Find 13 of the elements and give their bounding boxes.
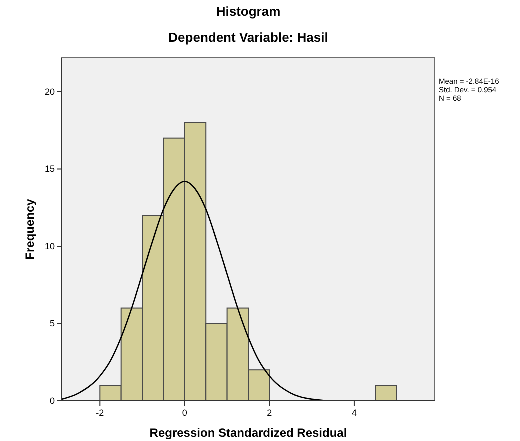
y-tick-label: 10 bbox=[44, 241, 55, 252]
y-tick-label: 5 bbox=[50, 318, 55, 329]
chart-subtitle: Dependent Variable: Hasil bbox=[168, 30, 328, 45]
y-tick-label: 15 bbox=[44, 164, 55, 174]
chart-title: Histogram bbox=[216, 4, 281, 19]
x-axis-title: Regression Standardized Residual bbox=[150, 426, 348, 440]
x-tick-label: 2 bbox=[267, 408, 272, 418]
y-axis-title: Frequency bbox=[23, 198, 37, 260]
x-tick-label: 0 bbox=[182, 408, 188, 418]
y-tick-label: 0 bbox=[50, 396, 55, 406]
y-tick-label: 20 bbox=[44, 86, 55, 97]
x-tick-label: 4 bbox=[352, 408, 357, 418]
x-tick-label: -2 bbox=[96, 408, 104, 418]
